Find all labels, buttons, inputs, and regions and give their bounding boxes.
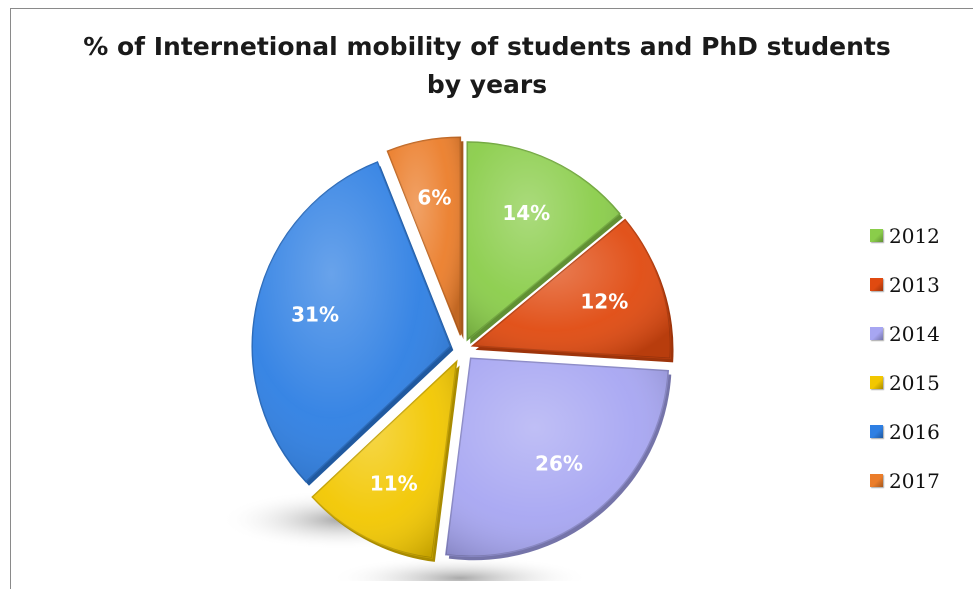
legend-item-2012: 2012 [870,211,940,260]
slice-value-label-2014: 26% [535,452,583,476]
pie-slice-gloss-2015 [312,361,457,558]
legend-item-2013: 2013 [870,260,940,309]
legend-label-2012: 2012 [889,223,940,248]
legend-swatch-2013 [870,278,883,291]
legend-item-2016: 2016 [870,407,940,456]
pie-slice-gloss-2012 [467,141,620,340]
chart-legend: 2012 2013 2014 2015 2016 2017 [870,211,940,505]
chart-title-line-2: by years [426,70,548,99]
legend-label-2015: 2015 [889,370,940,395]
legend-label-2014: 2014 [889,321,940,346]
legend-swatch-2015 [870,376,883,389]
slice-value-label-2012: 14% [502,201,550,225]
slice-value-label-2017: 6% [417,186,451,210]
pie-slice-gloss-2014 [445,358,669,557]
pie-slice-gloss-2013 [472,219,671,359]
legend-label-2017: 2017 [889,468,940,493]
legend-swatch-2012 [870,229,883,242]
legend-label-2016: 2016 [889,419,940,444]
slice-value-label-2015: 11% [370,471,418,495]
legend-swatch-2016 [870,425,883,438]
legend-item-2014: 2014 [870,309,940,358]
chart-title: % of Internetional mobility of students … [0,28,974,104]
slice-value-label-2013: 12% [580,290,628,314]
pie-slice-gloss-2017 [387,137,461,336]
chart-title-line-1: % of Internetional mobility of students … [83,32,891,61]
slice-value-label-2016: 31% [291,302,339,326]
legend-swatch-2014 [870,327,883,340]
legend-swatch-2017 [870,474,883,487]
legend-item-2017: 2017 [870,456,940,505]
legend-label-2013: 2013 [889,272,940,297]
legend-item-2015: 2015 [870,358,940,407]
pie-slice-gloss-2016 [252,162,451,482]
